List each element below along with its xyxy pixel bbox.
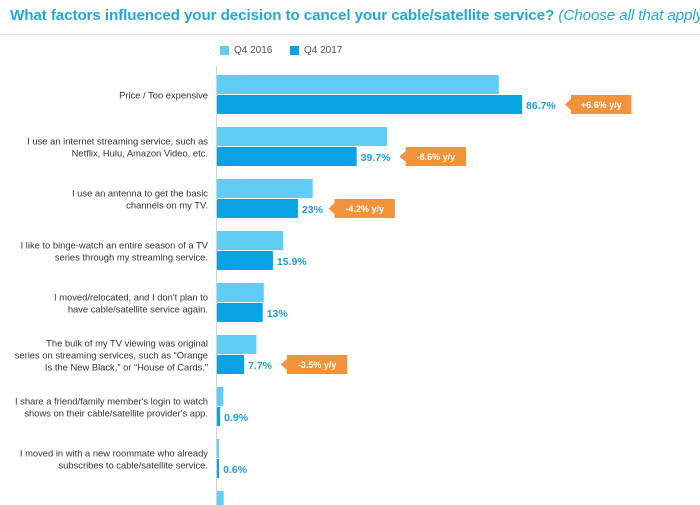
value-label: 7.7% [248, 360, 273, 372]
bar-q4-2017 [217, 407, 221, 426]
category-label-line: I like to binge-watch an entire season o… [21, 240, 209, 251]
bar-q4-2017 [217, 251, 273, 270]
category-label-line: I use an antenna to get the basic [72, 188, 208, 199]
legend-item-q4-2016: Q4 2016 [220, 45, 272, 56]
value-label: 39.7% [361, 152, 391, 164]
category-label-line: I moved in with a new roommate who alrea… [20, 448, 208, 459]
change-callout [286, 355, 348, 374]
value-label: 15.9% [277, 256, 307, 268]
category-label: The bulk of my TV viewing was original se… [15, 338, 208, 373]
bar-q4-2016 [217, 283, 264, 302]
chart-title-subtitle: (Choose all that apply) [558, 7, 700, 24]
legend-swatch-q4-2017 [290, 46, 299, 55]
change-callout [405, 147, 467, 166]
bar-q4-2017 [217, 199, 298, 218]
legend-item-q4-2017: Q4 2017 [290, 45, 342, 56]
callout-pointer [280, 359, 287, 370]
category-label: I moved/relocated, and I don't plan to ha… [54, 292, 208, 315]
legend-label-q4-2017: Q4 2017 [304, 45, 343, 56]
bar-q4-2016 [217, 335, 257, 354]
bar-q4-2017 [217, 147, 357, 166]
category-label: I use an internet streaming service, suc… [27, 136, 208, 159]
value-label: 23% [302, 204, 324, 216]
bar-q4-2017 [217, 95, 523, 114]
change-callout-text: +6.6% y/y [581, 100, 622, 110]
category-label-line: have cable/satellite service again. [68, 303, 208, 314]
category-label: I use an antenna to get the basic channel… [72, 188, 208, 211]
category-label: I like to binge-watch an entire season o… [21, 240, 209, 263]
bar-q4-2016 [217, 179, 313, 198]
category-label-line: I moved/relocated, and I don't plan to [54, 292, 208, 303]
change-callout [571, 95, 632, 114]
category-label: I share a friend/family member's login t… [15, 396, 208, 419]
bar-q4-2016 [217, 387, 224, 406]
value-label: 0.6% [223, 464, 248, 476]
value-label: 86.7% [526, 100, 556, 112]
category-label-line: Price / Too expensive [119, 90, 208, 101]
bar-q4-2017 [217, 459, 220, 478]
category-label-line: The bulk of my TV viewing was original [46, 338, 208, 349]
callout-pointer [399, 151, 406, 162]
category-label-line: series on streaming services, such as “O… [15, 350, 208, 361]
legend-swatch-q4-2016 [220, 46, 229, 55]
bar-q4-2016 [217, 127, 387, 146]
category-label-line: I use an internet streaming service, suc… [27, 136, 208, 147]
bar-q4-2016 [217, 75, 499, 94]
category-label: Price / Too expensive [119, 90, 208, 101]
change-callout-text: -3.5% y/y [298, 360, 337, 370]
change-callout [334, 199, 395, 218]
bar-q4-2016 [217, 439, 219, 458]
chart-title: What factors influenced your decision to… [10, 7, 700, 24]
bar-q4-2016 [217, 491, 224, 505]
category-label-line: series through my streaming service. [55, 251, 208, 262]
bar-q4-2017 [217, 355, 245, 374]
category-label-line: subscribes to cable/satellite service. [58, 459, 208, 470]
title-divider [0, 34, 700, 35]
category-label-line: I share a friend/family member's login t… [15, 396, 208, 407]
chart-title-main: What factors influenced your decision to… [10, 7, 555, 24]
bar-q4-2017 [217, 303, 263, 322]
category-label-line: shows on their cable/satellite provider'… [24, 407, 208, 418]
value-label: 0.9% [224, 412, 249, 424]
callout-pointer [328, 203, 335, 214]
change-callout-text: -8.6% y/y [417, 152, 456, 162]
legend-label-q4-2016: Q4 2016 [234, 45, 273, 56]
callout-pointer [565, 99, 572, 110]
category-label: I moved in with a new roommate who alrea… [20, 448, 208, 471]
change-callout-text: -4.2% y/y [345, 204, 384, 214]
bar-q4-2016 [217, 231, 284, 250]
category-label-line: Netflix, Hulu, Amazon Video, etc. [72, 147, 208, 158]
category-label-line: Is the New Black,” or “House of Cards.” [45, 361, 208, 372]
category-label-line: channels on my TV. [126, 199, 208, 210]
value-label: 13% [267, 308, 289, 320]
